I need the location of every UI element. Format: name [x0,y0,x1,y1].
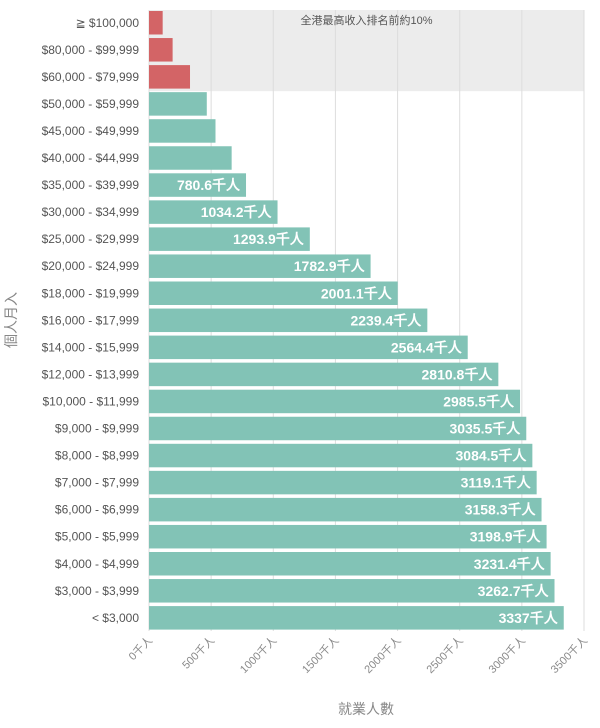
bar [149,552,551,576]
category-label: $45,000 - $49,999 [42,124,140,138]
bar [149,173,247,197]
bar [149,524,547,549]
category-label: $4,000 - $4,999 [55,557,139,571]
bar-value-label: 3337千人 [499,610,559,626]
bar [149,227,310,251]
category-label: $18,000 - $19,999 [42,286,140,300]
x-tick-label: 1000千人 [237,634,279,676]
category-label: $20,000 - $24,999 [42,259,140,273]
bars [149,11,564,630]
bar-value-label: 3119.1千人 [461,475,532,491]
category-label: ≧ $100,000 [76,16,140,30]
top-income-band [149,10,584,92]
category-label: $8,000 - $8,999 [55,449,139,463]
bar [149,335,468,360]
bar-value-label: 2564.4千人 [391,339,463,355]
category-label: $7,000 - $7,999 [55,476,139,490]
bar-value-label: 780.6千人 [177,177,241,193]
category-label: $9,000 - $9,999 [55,422,139,436]
x-axis-title: 就業人數 [338,701,394,717]
bar [149,38,173,62]
bar [149,497,542,522]
x-tick-label: 2000千人 [362,634,404,676]
bar-value-label: 3035.5千人 [449,421,521,437]
bar [149,308,428,333]
x-tick-label: 1500千人 [299,634,341,676]
y-axis-title: 個人月入 [3,292,19,348]
bar [149,146,232,170]
bar [149,254,371,278]
bar-value-label: 3262.7千人 [478,583,550,599]
bar-value-label: 2001.1千人 [321,285,393,301]
category-label: $50,000 - $59,999 [42,97,140,111]
category-label: $5,000 - $5,999 [55,530,139,544]
bar-value-label: 2985.5千人 [443,393,515,409]
bar [149,606,564,630]
bar [149,200,278,224]
x-tick-label: 3000千人 [486,634,528,676]
bar-value-label: 1782.9千人 [294,258,366,274]
bar [149,119,216,143]
bar [149,65,191,89]
x-tick-label: 0千人 [126,634,155,663]
bar-value-labels: 780.6千人 1034.2千人 1293.9千人 1782.9千人 2001.1千人 2… [177,177,559,626]
category-label: $40,000 - $44,999 [42,151,140,165]
category-label: $14,000 - $15,999 [42,340,140,354]
category-label: $12,000 - $13,999 [42,367,140,381]
category-label: $3,000 - $3,999 [55,584,139,598]
category-label: $6,000 - $6,999 [55,503,139,517]
bar [149,362,499,387]
category-label: $35,000 - $39,999 [42,178,140,192]
bar-value-label: 1293.9千人 [233,231,305,247]
category-labels: ≧ $100,000 $80,000 - $99,999 $60,000 - $79… [42,16,140,625]
bar [149,281,398,305]
bar [149,579,555,603]
bar [149,416,527,441]
highlight-band [149,10,584,92]
category-label: $30,000 - $34,999 [42,205,140,219]
category-label: $16,000 - $17,999 [42,313,140,327]
category-label: $25,000 - $29,999 [42,232,140,246]
category-label: < $3,000 [92,611,139,625]
highlight-note: 全港最高收入排名前約10% [300,13,432,27]
bar-value-label: 3084.5千人 [456,448,528,464]
bar-value-label: 3198.9千人 [470,529,542,545]
bar [149,389,521,414]
category-label: $80,000 - $99,999 [42,43,140,57]
bar-value-label: 3231.4千人 [474,556,546,572]
bar-value-label: 1034.2千人 [201,204,273,220]
x-tick-label: 3500千人 [548,634,590,676]
bar [149,92,207,116]
x-tick-label: 500千人 [180,634,218,672]
category-label: $60,000 - $79,999 [42,70,140,84]
bar-value-label: 3158.3千人 [465,502,537,518]
bar [149,470,537,495]
bar [149,443,533,468]
x-tick-labels: 0千人 500千人 1000千人 1500千人 2000千人 2500千人 3000千人 35… [126,634,590,676]
bar [149,11,163,35]
category-label: $10,000 - $11,999 [42,394,139,408]
bar-value-label: 2239.4千人 [350,312,422,328]
bar-value-label: 2810.8千人 [422,366,494,382]
x-tick-label: 2500千人 [424,634,466,676]
